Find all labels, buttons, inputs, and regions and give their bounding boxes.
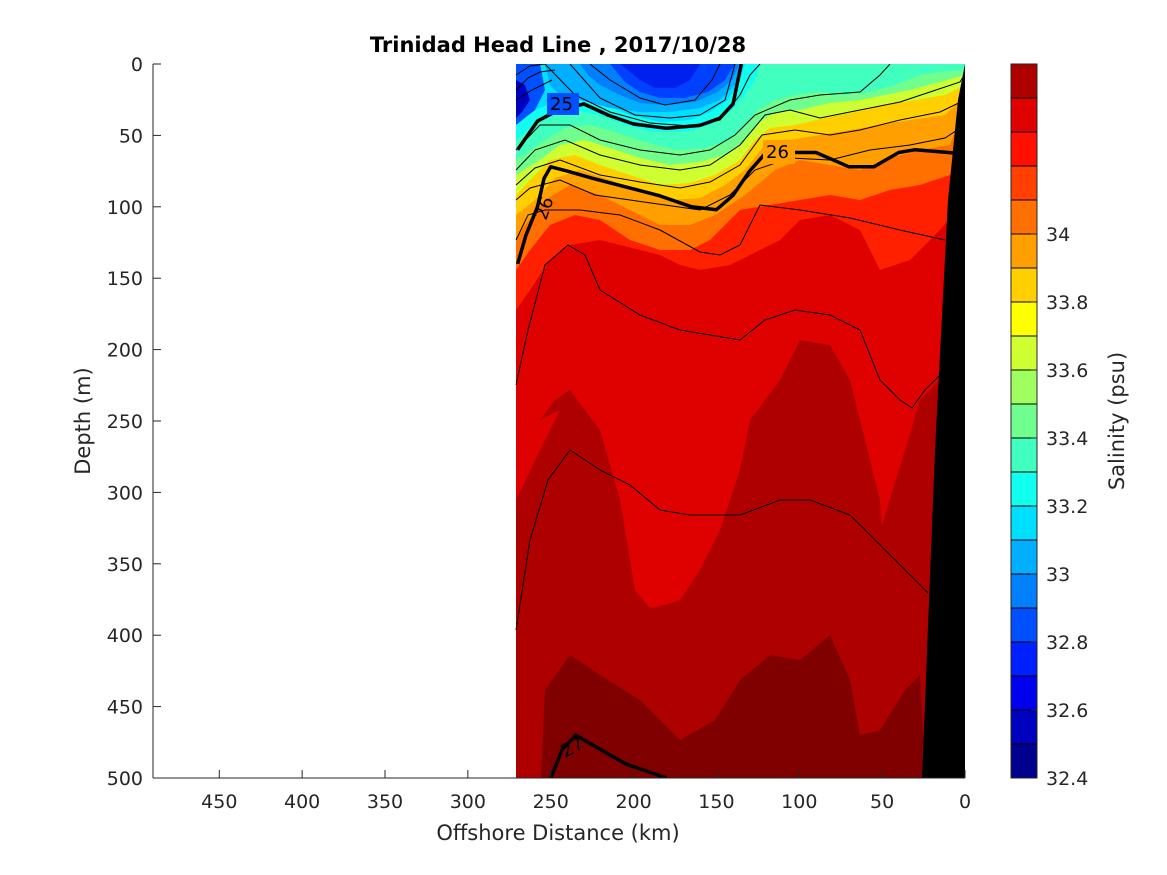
colorbar-swatch xyxy=(1011,608,1037,643)
colorbar-tick-label: 33.4 xyxy=(1046,428,1088,450)
bold-contour-26 xyxy=(515,147,965,265)
zone-red-deep-pocket xyxy=(516,410,560,500)
bathymetry xyxy=(922,64,965,778)
colorbar-ticks: 32.4 32.6 32.8 33 33.2 33.4 33.6 33.8 34 xyxy=(1031,224,1088,790)
colorbar-swatch xyxy=(1011,302,1037,337)
colorbar-swatch xyxy=(1011,540,1037,575)
y-tick-label: 250 xyxy=(107,411,143,433)
contour-label-26-right: 26 xyxy=(766,142,789,163)
thin-contour xyxy=(515,64,891,156)
colorbar-swatch xyxy=(1011,64,1037,99)
colorbar-swatch xyxy=(1011,132,1037,167)
thin-contour xyxy=(515,69,556,91)
thin-contour xyxy=(589,64,721,106)
y-tick-label: 0 xyxy=(131,54,143,76)
y-tick-label: 450 xyxy=(107,697,143,719)
y-tick-label: 50 xyxy=(119,125,143,147)
colorbar-swatch xyxy=(1011,336,1037,371)
colorbar-label: Salinity (psu) xyxy=(1105,352,1129,490)
colorbar-swatch xyxy=(1011,710,1037,745)
thin-contour xyxy=(515,64,546,76)
bold-contour-27 xyxy=(549,733,668,778)
colorbar-swatch xyxy=(1011,404,1037,439)
colorbar-tick-label: 33.6 xyxy=(1046,360,1088,382)
x-axis-label: Offshore Distance (km) xyxy=(436,821,679,845)
y-axis-ticks: 0 50 100 150 200 250 300 350 400 450 500 xyxy=(107,54,161,790)
x-tick-label: 0 xyxy=(959,791,971,813)
y-tick-label: 500 xyxy=(107,768,143,790)
x-tick-label: 400 xyxy=(284,791,320,813)
x-tick-label: 300 xyxy=(450,791,486,813)
thin-contour xyxy=(515,449,929,631)
thin-contour xyxy=(515,99,965,189)
colorbar-swatch xyxy=(1011,574,1037,609)
colorbar-swatch xyxy=(1011,268,1037,303)
thin-contour xyxy=(515,73,965,171)
colorbar-swatch xyxy=(1011,166,1037,201)
colorbar-tick-label: 33.8 xyxy=(1046,292,1088,314)
thin-contour xyxy=(515,124,965,211)
colorbar-swatch xyxy=(1011,506,1037,541)
colorbar xyxy=(1010,63,1038,779)
colorbar-tick-label: 32.4 xyxy=(1046,768,1088,790)
x-tick-label: 50 xyxy=(870,791,894,813)
y-tick-label: 200 xyxy=(107,340,143,362)
contour-label-25: 25 xyxy=(550,94,573,115)
colorbar-swatch xyxy=(1011,370,1037,405)
chart-title: Trinidad Head Line , 2017/10/28 xyxy=(370,33,746,57)
zone-darkest xyxy=(541,635,925,778)
x-tick-label: 250 xyxy=(533,791,569,813)
salinity-field xyxy=(153,64,965,778)
colorbar-swatch xyxy=(1011,642,1037,677)
thin-contour xyxy=(515,244,941,409)
y-tick-label: 150 xyxy=(107,268,143,290)
colorbar-swatch xyxy=(1011,234,1037,269)
colorbar-swatch xyxy=(1011,472,1037,507)
contour-label-bg xyxy=(547,93,579,115)
no-data-region xyxy=(153,64,516,778)
zone-deep-blue xyxy=(620,64,700,88)
x-tick-label: 450 xyxy=(201,791,237,813)
x-axis-ticks: 450 400 350 300 250 200 150 100 50 0 xyxy=(201,770,971,813)
x-tick-label: 200 xyxy=(615,791,651,813)
thin-contour xyxy=(515,79,553,101)
colorbar-swatch xyxy=(1011,676,1037,711)
thin-contour xyxy=(515,204,946,256)
colorbar-swatch xyxy=(1011,438,1037,473)
y-tick-label: 400 xyxy=(107,625,143,647)
colorbar-tick-label: 32.6 xyxy=(1046,700,1088,722)
y-axis-label: Depth (m) xyxy=(71,367,95,474)
thin-contours xyxy=(515,64,965,631)
colorbar-tick-label: 34 xyxy=(1046,224,1070,246)
colorbar-tick-label: 32.8 xyxy=(1046,632,1088,654)
colorbar-swatch xyxy=(1011,200,1037,235)
y-tick-label: 350 xyxy=(107,554,143,576)
zone-left-pocket-core xyxy=(516,80,530,118)
y-tick-label: 300 xyxy=(107,482,143,504)
colorbar-frame xyxy=(1010,63,1038,779)
thin-contour xyxy=(569,64,736,119)
y-tick-label: 100 xyxy=(107,197,143,219)
colorbar-swatch xyxy=(1011,98,1037,133)
x-tick-label: 150 xyxy=(698,791,734,813)
colorbar-tick-label: 33.2 xyxy=(1046,496,1088,518)
colorbar-tick-label: 33 xyxy=(1046,564,1070,586)
colorbar-swatch xyxy=(1011,744,1037,779)
x-tick-label: 350 xyxy=(367,791,403,813)
contour-label-bg xyxy=(763,140,795,164)
x-tick-label: 100 xyxy=(781,791,817,813)
